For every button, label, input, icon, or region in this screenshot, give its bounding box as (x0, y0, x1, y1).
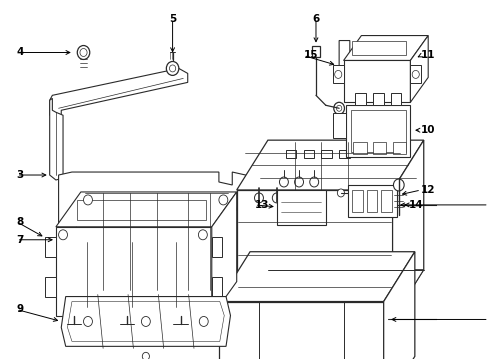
Polygon shape (212, 237, 222, 257)
Polygon shape (59, 172, 245, 298)
Polygon shape (237, 270, 424, 319)
Polygon shape (49, 98, 63, 180)
Polygon shape (237, 190, 392, 319)
Circle shape (310, 177, 318, 187)
Polygon shape (352, 190, 363, 212)
Text: 9: 9 (17, 305, 24, 315)
Polygon shape (61, 297, 230, 346)
Polygon shape (392, 142, 406, 154)
Text: 4: 4 (17, 48, 24, 58)
Circle shape (83, 316, 93, 327)
Circle shape (279, 177, 289, 187)
Polygon shape (351, 110, 406, 152)
Text: 11: 11 (421, 50, 436, 60)
Text: 6: 6 (312, 14, 319, 24)
Circle shape (142, 316, 150, 327)
Polygon shape (346, 105, 411, 157)
Polygon shape (373, 142, 386, 154)
Circle shape (336, 71, 344, 80)
Polygon shape (373, 93, 384, 105)
Circle shape (337, 105, 342, 111)
Circle shape (294, 177, 303, 187)
Circle shape (254, 193, 264, 203)
Polygon shape (68, 302, 224, 341)
Text: 13: 13 (254, 200, 269, 210)
Circle shape (198, 230, 207, 240)
Polygon shape (303, 150, 314, 158)
Polygon shape (339, 41, 357, 75)
Circle shape (337, 189, 344, 197)
Polygon shape (384, 252, 415, 360)
Polygon shape (343, 60, 411, 102)
Polygon shape (49, 68, 188, 118)
Circle shape (334, 102, 344, 114)
Polygon shape (392, 140, 424, 319)
Text: 2: 2 (489, 314, 490, 324)
Polygon shape (348, 185, 397, 217)
Circle shape (83, 195, 93, 205)
Text: 12: 12 (421, 185, 436, 195)
Circle shape (142, 352, 149, 360)
Polygon shape (381, 190, 392, 212)
Circle shape (59, 230, 68, 240)
Polygon shape (313, 45, 319, 58)
Polygon shape (411, 36, 428, 102)
Polygon shape (212, 276, 222, 297)
Text: 3: 3 (17, 170, 24, 180)
Circle shape (412, 71, 419, 78)
Polygon shape (367, 190, 377, 212)
Text: 15: 15 (303, 50, 318, 60)
Polygon shape (56, 192, 237, 227)
Circle shape (77, 45, 90, 59)
Circle shape (335, 71, 342, 78)
Polygon shape (339, 150, 350, 158)
Polygon shape (77, 200, 206, 220)
Polygon shape (391, 93, 401, 105)
Circle shape (393, 179, 404, 191)
Polygon shape (352, 41, 406, 55)
Circle shape (272, 193, 281, 203)
Polygon shape (411, 66, 421, 84)
Circle shape (170, 65, 176, 72)
Polygon shape (333, 113, 346, 138)
Polygon shape (333, 66, 343, 84)
Text: 8: 8 (17, 217, 24, 227)
Polygon shape (277, 190, 326, 225)
Circle shape (166, 62, 179, 75)
Text: 14: 14 (409, 200, 423, 210)
Polygon shape (212, 192, 237, 316)
Polygon shape (219, 252, 415, 302)
Polygon shape (353, 142, 367, 154)
Polygon shape (355, 93, 366, 105)
Polygon shape (237, 140, 424, 190)
Polygon shape (286, 150, 296, 158)
Polygon shape (219, 302, 384, 360)
Polygon shape (56, 227, 212, 316)
Circle shape (219, 195, 228, 205)
Circle shape (80, 49, 87, 57)
Polygon shape (321, 150, 332, 158)
Text: 10: 10 (421, 125, 436, 135)
Polygon shape (45, 276, 56, 297)
Circle shape (199, 316, 208, 327)
Polygon shape (45, 237, 56, 257)
Text: 7: 7 (17, 235, 24, 245)
Text: 1: 1 (489, 200, 490, 210)
Text: 5: 5 (169, 14, 176, 24)
Polygon shape (343, 36, 428, 60)
